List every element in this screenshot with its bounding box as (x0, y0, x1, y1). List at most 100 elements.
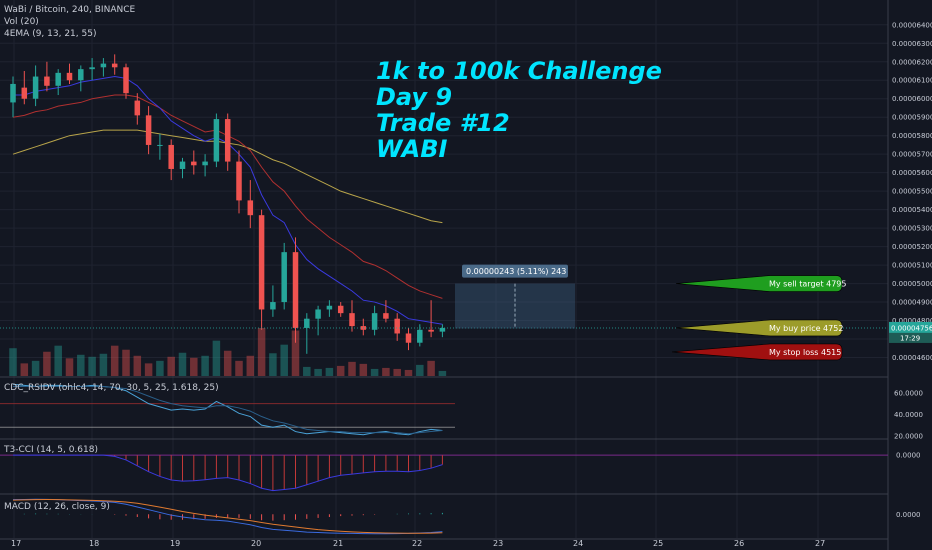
candle-body[interactable] (44, 76, 50, 86)
rsi-tick-label: 60.0000 (894, 389, 923, 397)
candle-body[interactable] (439, 327, 446, 332)
measure-label: 0.00000243 (5.11%) 243 (466, 267, 566, 276)
volume-bar (393, 368, 401, 376)
candle-body[interactable] (270, 302, 276, 310)
candle-body[interactable] (236, 161, 242, 201)
price-tick-label: 0.00006000 (892, 95, 932, 103)
time-tick-label: 20 (251, 539, 261, 548)
volume-bars (9, 328, 447, 376)
candle-body[interactable] (10, 83, 16, 103)
volume-bar (257, 328, 266, 376)
price-axis[interactable]: 0.00006400 0.00006300 0.00006200 0.00006100… (889, 21, 932, 362)
candle-body[interactable] (157, 144, 163, 146)
volume-bar (212, 340, 221, 376)
volume-bar (404, 369, 413, 376)
macd-panel: 0.0000 (12, 498, 921, 535)
time-tick-label: 19 (170, 539, 180, 548)
trade-callouts[interactable]: My sell target 4795 My buy price 4752 My s… (671, 275, 846, 361)
candle-body[interactable] (55, 72, 61, 86)
callout-sell-shape[interactable] (675, 275, 843, 292)
price-tick-label: 0.00005500 (892, 188, 932, 196)
volume-bar (269, 353, 277, 376)
candle-body[interactable] (66, 72, 73, 81)
volume-bar (167, 356, 175, 376)
candle-body[interactable] (304, 318, 310, 328)
time-axis[interactable]: 17 18 19 20 21 22 23 24 25 26 27 (11, 539, 825, 548)
volume-bar (291, 330, 300, 376)
candle-body[interactable] (247, 200, 254, 216)
macd-tick-label: 0.0000 (896, 511, 921, 519)
volume-bar (20, 363, 29, 376)
candle-body[interactable] (326, 305, 333, 310)
price-tick-label: 0.00006100 (892, 77, 932, 85)
candle-body[interactable] (337, 305, 344, 314)
time-tick-label: 22 (412, 539, 422, 548)
price-tick-label: 0.00006300 (892, 40, 932, 48)
candle-body[interactable] (89, 67, 95, 70)
volume-legend: Vol (20) (4, 17, 39, 27)
countdown-tag (889, 332, 932, 343)
candle-body[interactable] (315, 309, 321, 319)
candle-body[interactable] (168, 144, 174, 169)
price-tick-label: 0.00006400 (892, 21, 932, 29)
callout-buy-shape[interactable] (675, 319, 843, 337)
callout-stop-label: My stop loss 4515 (769, 348, 841, 357)
current-price-tag[interactable] (889, 321, 932, 333)
callout-sell-label: My sell target 4795 (769, 280, 846, 289)
panel-separators (0, 0, 889, 550)
candle-body[interactable] (371, 313, 378, 330)
cci-tick-label: 0.0000 (896, 452, 921, 460)
candle-body[interactable] (394, 318, 400, 334)
volume-bar (88, 356, 96, 376)
candle-body[interactable] (21, 87, 28, 99)
callout-buy-label: My buy price 4752 (769, 324, 843, 333)
candle-body[interactable] (202, 161, 208, 166)
ema-legend: 4EMA (9, 13, 21, 55) (4, 29, 97, 39)
candle-body[interactable] (100, 63, 107, 68)
rsi-legend: CDC_RSIDV (ohlc4, 14, 70, 30, 5, 25, 1.6… (4, 383, 219, 393)
headline-line-4: WABI (376, 135, 448, 163)
candle-body[interactable] (258, 215, 265, 310)
price-tick-label: 0.00005700 (892, 151, 932, 159)
candle-body[interactable] (111, 63, 118, 68)
volume-bar (359, 363, 368, 376)
callout-stop-shape[interactable] (671, 343, 843, 361)
grid-lines (0, 0, 888, 538)
candle-body[interactable] (123, 67, 129, 94)
candle-body[interactable] (179, 161, 186, 169)
volume-bar (9, 348, 17, 376)
volume-bar (178, 352, 187, 376)
volume-bar (54, 345, 62, 376)
candle-body[interactable] (191, 161, 197, 166)
price-range-measure[interactable]: 0.00000243 (5.11%) 243 (455, 264, 575, 329)
time-tick-label: 23 (493, 539, 503, 548)
time-tick-label: 18 (89, 539, 99, 548)
volume-bar (144, 363, 153, 376)
candle-body[interactable] (78, 69, 84, 81)
volume-bar (110, 345, 119, 376)
candle-body[interactable] (428, 329, 434, 332)
candle-body[interactable] (383, 313, 389, 319)
candle-body[interactable] (145, 115, 152, 145)
candle-body[interactable] (349, 313, 355, 327)
candle-body[interactable] (405, 333, 412, 343)
volume-bar (133, 355, 142, 376)
candlesticks[interactable] (0, 54, 888, 354)
candle-body[interactable] (224, 119, 231, 162)
candle-body[interactable] (134, 100, 141, 116)
cci-line (13, 454, 443, 492)
headline-line-2: Day 9 (376, 83, 453, 111)
cci-panel: 0.0000 (0, 452, 921, 492)
volume-bar (31, 360, 40, 376)
price-tick-label: 0.00006200 (892, 58, 932, 66)
rsi-tick-label: 40.0000 (894, 411, 923, 419)
volume-bar (156, 360, 164, 376)
candle-body[interactable] (32, 76, 39, 99)
macd-series-1 (12, 499, 443, 534)
candle-body[interactable] (213, 119, 220, 162)
candle-body[interactable] (417, 329, 423, 343)
candle-body[interactable] (281, 252, 287, 303)
candle-body[interactable] (292, 252, 299, 328)
